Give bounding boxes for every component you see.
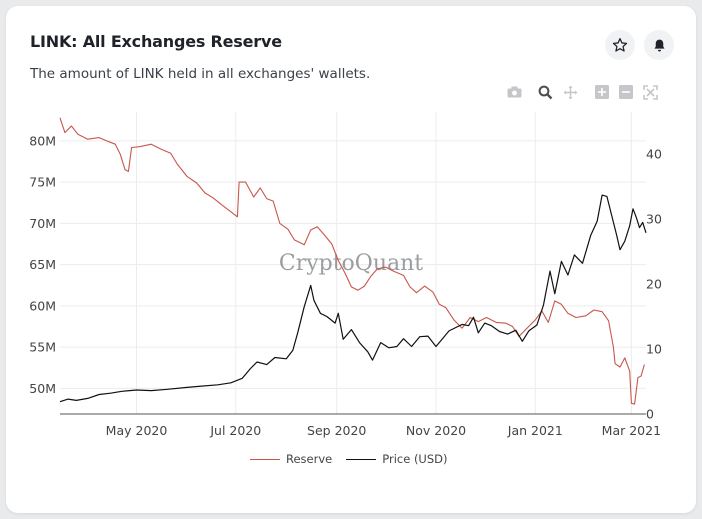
y-right-tick-label: 0: [646, 407, 654, 422]
legend-swatch-reserve: [250, 458, 280, 460]
zoom-in-icon[interactable]: [593, 83, 611, 101]
grid-lines: [60, 112, 646, 414]
star-icon: [612, 38, 628, 52]
y-right-tick-label: 40: [646, 147, 662, 162]
x-tick-label: Sep 2020: [307, 423, 366, 438]
zoom-icon[interactable]: [536, 83, 554, 101]
x-tick-label: Mar 2021: [602, 423, 661, 438]
x-tick-label: May 2020: [106, 423, 168, 438]
y-left-tick-label: 50M: [29, 381, 56, 396]
chart-subtitle: The amount of LINK held in all exchanges…: [30, 66, 371, 82]
series-line-price[interactable]: [59, 194, 647, 403]
y-right-tick-label: 20: [646, 277, 662, 292]
y-left-tick-label: 55M: [29, 340, 56, 355]
watermark: CryptoQuant: [279, 251, 423, 276]
legend-label-price: Price (USD): [382, 452, 448, 466]
legend-item-price[interactable]: Price (USD): [346, 452, 448, 466]
legend-swatch-price: [346, 458, 377, 460]
pan-icon[interactable]: [561, 83, 579, 101]
y-right-tick-label: 30: [646, 212, 662, 227]
chart-card: LINK: All Exchanges Reserve The amount o…: [6, 6, 696, 513]
camera-icon[interactable]: [505, 83, 523, 101]
axes: May 2020 Jul 2020 Sep 2020 Nov 2020 Jan 2021…: [29, 133, 662, 438]
y-left-tick-label: 80M: [29, 133, 56, 148]
autoscale-icon[interactable]: [641, 83, 659, 101]
y-left-tick-label: 60M: [29, 298, 56, 313]
x-tick-label: Jul 2020: [209, 423, 261, 438]
y-right-tick-label: 10: [646, 342, 662, 357]
x-tick-label: Jan 2021: [507, 423, 563, 438]
series-lines: [59, 117, 647, 405]
series-line-reserve[interactable]: [59, 117, 645, 405]
alert-button[interactable]: [644, 30, 674, 60]
chart-title: LINK: All Exchanges Reserve: [30, 32, 282, 51]
y-left-tick-label: 65M: [29, 257, 56, 272]
chart-legend: Reserve Price (USD): [250, 452, 462, 466]
bell-icon: [654, 39, 664, 51]
y-left-tick-label: 75M: [29, 175, 56, 190]
legend-label-reserve: Reserve: [286, 452, 333, 466]
x-tick-label: Nov 2020: [406, 423, 466, 438]
legend-item-reserve[interactable]: Reserve: [250, 452, 332, 466]
y-left-tick-label: 70M: [29, 216, 56, 231]
zoom-out-icon[interactable]: [617, 83, 635, 101]
favorite-button[interactable]: [605, 30, 635, 60]
